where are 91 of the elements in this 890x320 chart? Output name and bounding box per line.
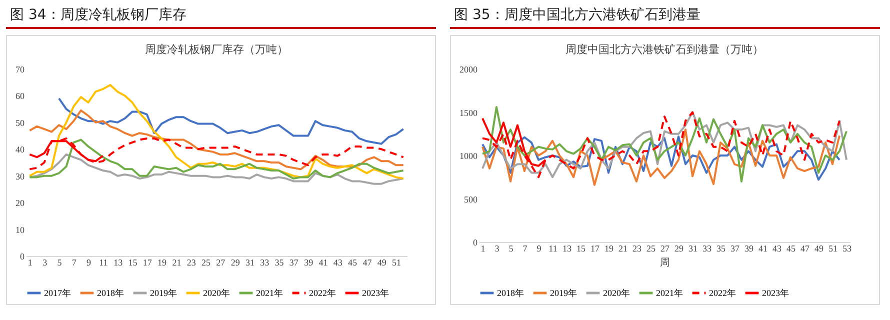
x-tick-label: 11 <box>99 258 108 268</box>
y-tick-label: 70 <box>16 64 25 74</box>
y-tick-label: 0 <box>20 252 25 262</box>
x-tick-label: 39 <box>744 244 754 254</box>
x-tick-label: 53 <box>842 244 852 254</box>
legend-label: 2023年 <box>362 288 389 298</box>
x-tick-label: 13 <box>114 258 124 268</box>
x-tick-label: 29 <box>230 258 240 268</box>
line-series <box>482 135 840 181</box>
y-tick-label: 60 <box>16 91 25 102</box>
x-tick-label: 23 <box>632 244 642 254</box>
y-tick-label: 10 <box>16 224 25 235</box>
x-tick-label: 49 <box>814 244 824 254</box>
line-series <box>28 109 404 170</box>
legend-label: 2022年 <box>709 288 736 298</box>
chart-title: 图 34：周度冷轧板钢厂库存 <box>6 4 436 29</box>
legend-label: 2018年 <box>97 288 124 298</box>
x-tick-label: 51 <box>828 244 838 254</box>
chart-subtitle: 周度中国北方六港铁矿石到港量（万吨） <box>566 43 764 56</box>
x-tick-label: 37 <box>289 258 299 268</box>
x-tick-label: 21 <box>172 258 182 268</box>
legend-label: 2021年 <box>256 288 283 298</box>
x-tick-label: 43 <box>772 244 782 254</box>
x-tick-label: 51 <box>392 258 402 268</box>
y-tick-label: 0 <box>473 238 478 248</box>
y-tick-label: 2000 <box>460 64 478 74</box>
line-series <box>58 97 404 145</box>
x-tick-label: 49 <box>377 258 387 268</box>
legend-label: 2019年 <box>550 288 577 298</box>
x-tick-label: 47 <box>800 244 810 254</box>
x-tick-label: 3 <box>42 258 48 268</box>
x-tick-label: 5 <box>508 244 514 254</box>
x-tick-label: 41 <box>758 244 768 254</box>
x-tick-label: 5 <box>57 258 62 268</box>
x-tick-label: 19 <box>158 258 168 268</box>
x-tick-label: 43 <box>333 258 343 268</box>
legend-label: 2020年 <box>603 288 630 298</box>
legend-label: 2018年 <box>497 288 524 298</box>
y-tick-label: 50 <box>16 118 25 128</box>
legend-label: 2020年 <box>203 288 230 298</box>
x-tick-label: 25 <box>202 258 212 268</box>
x-tick-label: 3 <box>494 244 500 254</box>
x-tick-label: 35 <box>274 258 284 268</box>
legend-label: 2022年 <box>309 288 336 298</box>
line-series <box>28 137 404 170</box>
chart-title: 图 35：周度中国北方六港铁矿石到港量 <box>450 4 880 29</box>
y-tick-label: 30 <box>16 171 25 182</box>
y-tick-label: 40 <box>16 144 25 155</box>
x-tick-label: 1 <box>28 258 32 268</box>
x-tick-label: 1 <box>480 244 486 254</box>
x-tick-label: 15 <box>576 244 586 254</box>
line-series <box>482 128 840 186</box>
x-tick-label: 25 <box>646 244 656 254</box>
y-tick-label: 20 <box>16 198 25 208</box>
y-tick-label: 1500 <box>460 108 478 118</box>
x-tick-label: 39 <box>304 258 314 268</box>
legend-label: 2017年 <box>44 288 71 298</box>
x-tick-label: 37 <box>730 244 740 254</box>
x-tick-label: 47 <box>362 258 372 268</box>
x-tick-label: 17 <box>590 244 600 254</box>
x-axis-title: 周 <box>660 258 670 268</box>
x-tick-label: 21 <box>618 244 628 254</box>
x-tick-label: 33 <box>702 244 712 254</box>
x-tick-label: 19 <box>604 244 614 254</box>
x-tick-label: 13 <box>562 244 572 254</box>
chart-subtitle: 周度冷轧板钢厂库存（万吨） <box>145 43 288 56</box>
x-tick-label: 9 <box>86 258 92 268</box>
x-tick-label: 9 <box>536 244 542 254</box>
y-tick-label: 500 <box>464 194 478 204</box>
x-tick-label: 11 <box>548 244 558 254</box>
legend-label: 2023年 <box>762 288 789 298</box>
x-tick-label: 31 <box>245 258 254 268</box>
y-tick-label: 1000 <box>460 151 478 161</box>
x-tick-label: 7 <box>72 258 77 268</box>
legend-label: 2021年 <box>656 288 683 298</box>
x-tick-label: 45 <box>786 244 796 254</box>
x-tick-label: 41 <box>318 258 328 268</box>
x-tick-label: 7 <box>522 244 528 254</box>
x-tick-label: 35 <box>716 244 726 254</box>
x-tick-label: 27 <box>660 244 670 254</box>
x-tick-label: 29 <box>674 244 684 254</box>
x-tick-label: 17 <box>142 258 152 268</box>
x-tick-label: 33 <box>260 258 270 268</box>
line-series <box>28 84 404 180</box>
x-tick-label: 31 <box>688 244 698 254</box>
x-tick-label: 27 <box>216 258 226 268</box>
x-tick-label: 15 <box>128 258 138 268</box>
x-tick-label: 45 <box>348 258 358 268</box>
line-series <box>28 138 404 180</box>
x-tick-label: 23 <box>186 258 196 268</box>
legend-label: 2019年 <box>150 288 177 298</box>
